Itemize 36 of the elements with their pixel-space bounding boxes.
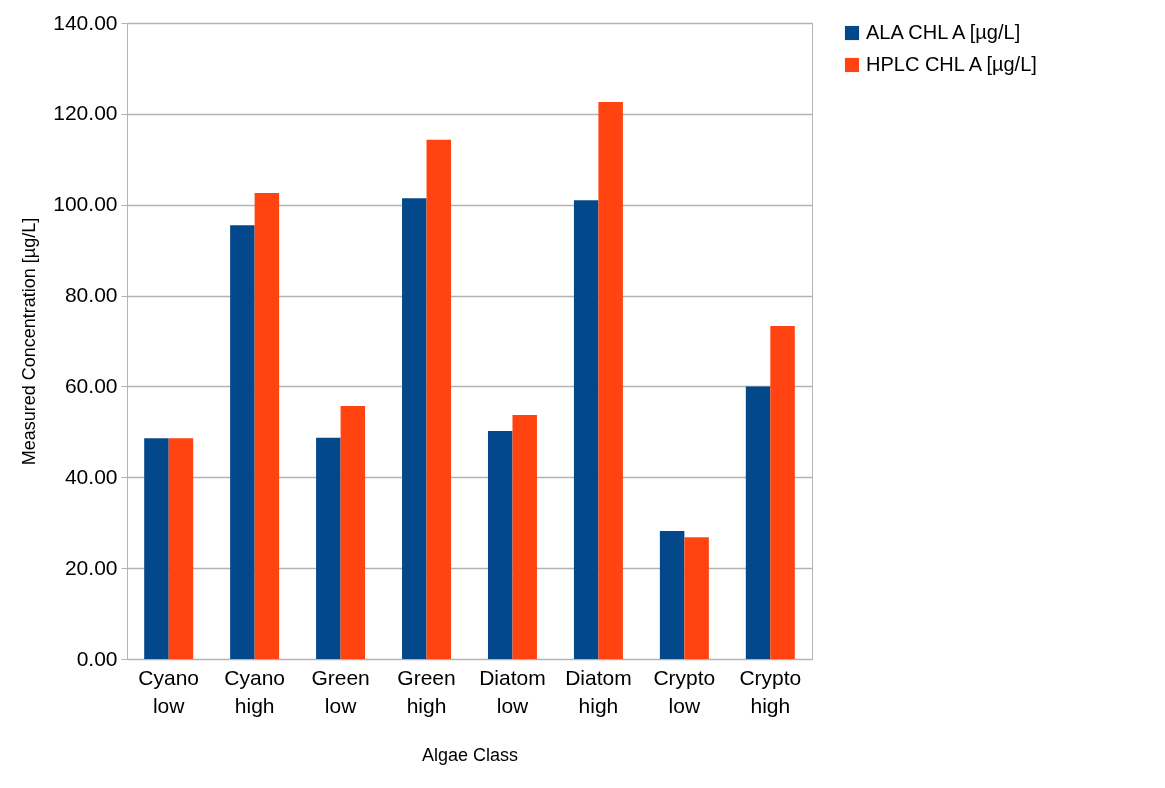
bar (426, 139, 452, 659)
y-tick-label: 60.00 (64, 373, 118, 397)
bar (316, 437, 341, 659)
bar (745, 386, 771, 659)
y-tick-label: 140.00 (53, 10, 118, 34)
x-tick-label: Diatom high (565, 665, 632, 717)
bar (168, 438, 194, 659)
x-tick-label: Crypto high (739, 665, 802, 717)
x-tick-label: Diatom low (479, 665, 546, 717)
bar (512, 415, 537, 659)
bar (598, 102, 623, 659)
bar (402, 198, 427, 659)
bar (770, 326, 795, 659)
bar (230, 225, 255, 659)
legend-label: HPLC CHL A [µg/L] (866, 53, 1037, 75)
bar (340, 405, 366, 659)
bar (487, 430, 513, 659)
x-tick-label: Green low (311, 665, 370, 717)
y-tick-label: 0.00 (76, 646, 118, 670)
y-tick-label: 100.00 (53, 192, 118, 216)
x-tick-label: Green high (397, 665, 456, 717)
bar (659, 530, 685, 659)
bar (684, 537, 709, 659)
y-tick-label: 40.00 (64, 464, 118, 488)
x-tick-label: Crypto low (653, 665, 716, 717)
legend-label: ALA CHL A [µg/L] (866, 21, 1021, 43)
y-tick-label: 120.00 (53, 101, 118, 125)
y-axis-title: Measured Concentration [µg/L] (19, 217, 40, 466)
bar (144, 438, 169, 659)
bar (254, 192, 280, 659)
x-tick-label: Cyano high (224, 665, 285, 717)
y-tick-label: 80.00 (64, 283, 118, 307)
x-tick-label: Cyano low (138, 665, 200, 717)
x-axis-title: Algae Class (421, 744, 519, 765)
y-tick-label: 20.00 (64, 555, 118, 579)
bar (573, 200, 599, 659)
